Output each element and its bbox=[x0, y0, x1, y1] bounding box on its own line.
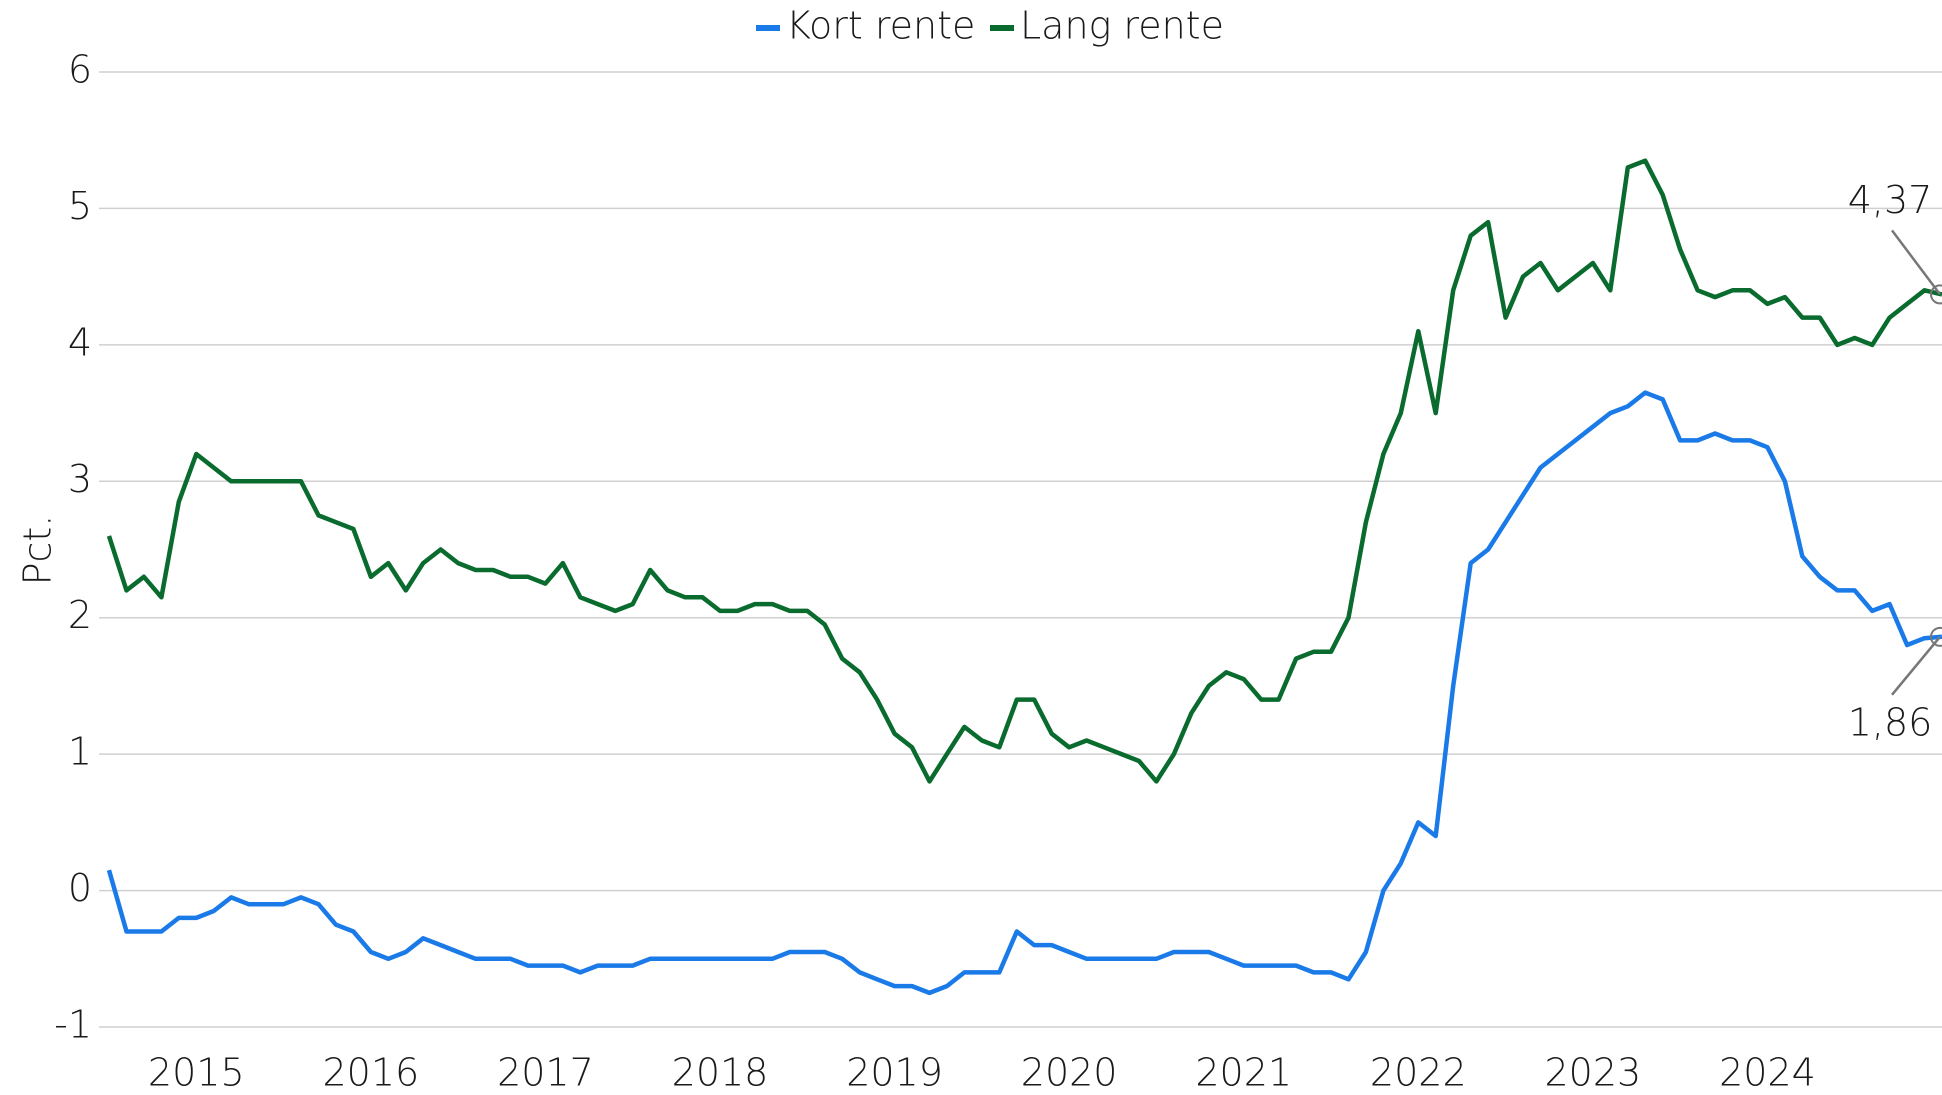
legend-label: Lang rente bbox=[1020, 4, 1224, 48]
x-tick-label: 2024 bbox=[1719, 1051, 1816, 1095]
line-series bbox=[106, 390, 1942, 996]
y-tick-label: 1 bbox=[68, 730, 92, 774]
y-tick-label: 5 bbox=[68, 184, 92, 228]
x-tick-label: 2018 bbox=[672, 1051, 769, 1095]
y-tick-label: 4 bbox=[68, 320, 92, 364]
annotation-leader bbox=[1891, 636, 1941, 696]
legend-label: Kort rente bbox=[786, 4, 975, 48]
annotation-dot bbox=[1930, 626, 1942, 647]
line-series bbox=[106, 158, 1942, 784]
x-tick-label: 2019 bbox=[846, 1051, 943, 1095]
x-tick-label: 2021 bbox=[1195, 1051, 1292, 1095]
annotation-label: 4,37 bbox=[1848, 178, 1933, 222]
x-tick-label: 2017 bbox=[497, 1051, 594, 1095]
y-tick-label: 0 bbox=[68, 866, 92, 910]
x-tick-label: 2016 bbox=[322, 1051, 419, 1095]
y-axis-label: Pct. bbox=[16, 515, 60, 586]
y-tick-label: 3 bbox=[68, 457, 92, 501]
annotation-dot bbox=[1930, 284, 1942, 305]
annotation-label: 1,86 bbox=[1848, 700, 1933, 744]
x-tick-label: 2020 bbox=[1021, 1051, 1118, 1095]
y-tick-label: 2 bbox=[68, 593, 92, 637]
x-tick-label: 2023 bbox=[1544, 1051, 1641, 1095]
y-tick-label: 6 bbox=[68, 48, 92, 92]
x-tick-label: 2022 bbox=[1370, 1051, 1467, 1095]
annotation-leader bbox=[1891, 229, 1941, 296]
y-tick-label: -1 bbox=[54, 1003, 92, 1047]
x-tick-label: 2015 bbox=[148, 1051, 245, 1095]
